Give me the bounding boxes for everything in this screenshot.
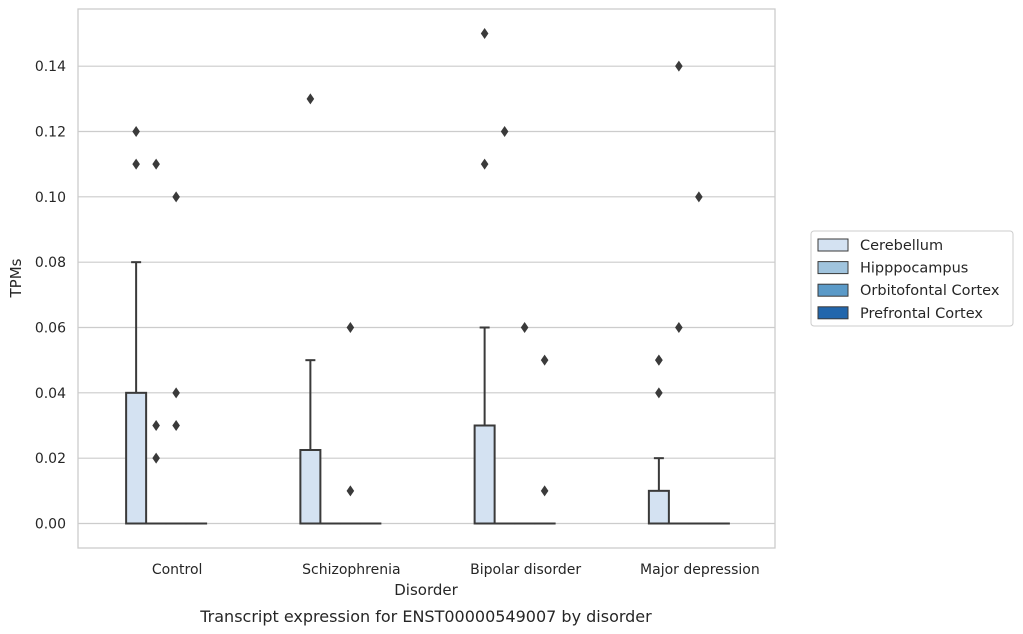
outlier-point xyxy=(675,322,683,333)
legend-swatch xyxy=(817,283,849,297)
outlier-point xyxy=(152,158,160,170)
outlier-point xyxy=(540,354,549,366)
y-tick-label: 0.04 xyxy=(35,386,66,402)
outlier-point xyxy=(172,420,180,431)
box-body xyxy=(473,424,496,525)
y-tick-label: 0.06 xyxy=(35,321,66,337)
x-tick-label: Schizophrenia xyxy=(302,562,400,578)
legend: Cerebellum Hipppocampus Orbitofontal Corte… xyxy=(810,230,1014,327)
outlier-point xyxy=(500,126,509,137)
box-cerebellum xyxy=(647,354,670,525)
legend-frame xyxy=(810,230,1014,327)
y-tick-label: 0.10 xyxy=(35,190,66,206)
y-tick-label: 0.12 xyxy=(35,125,66,141)
box-prefrontal-cortex xyxy=(533,354,556,525)
plot-frame xyxy=(77,8,776,549)
outlier-point xyxy=(346,485,355,497)
y-tick-label: 0.00 xyxy=(35,517,66,533)
legend-swatch xyxy=(817,306,849,320)
outlier-point xyxy=(675,60,683,72)
x-axis-title: Disorder xyxy=(394,581,458,599)
x-tick-label: Bipolar disorder xyxy=(470,562,581,578)
y-tick-label: 0.14 xyxy=(35,59,66,75)
outlier-point xyxy=(655,354,663,366)
x-tick-label: Major depression xyxy=(640,562,760,578)
outlier-point xyxy=(480,158,489,170)
legend-swatch xyxy=(817,238,849,252)
legend-label: Cerebellum xyxy=(860,238,943,254)
outlier-point xyxy=(306,93,315,105)
outlier-point xyxy=(152,420,160,431)
box-orbitofontal-cortex xyxy=(513,322,536,525)
y-axis-title: TPMs xyxy=(7,258,25,298)
box-orbitofontal-cortex xyxy=(165,191,188,525)
outlier-point xyxy=(520,322,529,333)
box-body xyxy=(125,391,148,525)
box-hipppocampus xyxy=(145,158,168,525)
box-body xyxy=(299,449,322,525)
box-hipppocampus xyxy=(667,60,690,525)
outlier-point xyxy=(172,387,180,399)
legend-label: Prefrontal Cortex xyxy=(860,306,983,322)
box-hipppocampus xyxy=(493,126,516,525)
box-orbitofontal-cortex xyxy=(687,191,710,525)
chart-caption: Transcript expression for ENST0000054900… xyxy=(199,607,652,626)
y-tick-label: 0.08 xyxy=(35,255,66,271)
box-body xyxy=(647,489,670,525)
outlier-point xyxy=(695,191,703,203)
legend-label: Hipppocampus xyxy=(860,261,968,277)
box-cerebellum xyxy=(299,93,322,525)
y-tick-label: 0.02 xyxy=(35,451,66,467)
box-cerebellum xyxy=(125,126,148,525)
outlier-point xyxy=(132,126,140,137)
legend-swatch xyxy=(817,261,849,275)
legend-label: Orbitofontal Cortex xyxy=(860,283,1000,299)
x-axis-ticks: Control Schizophrenia Bipolar disorder Majo… xyxy=(152,562,760,578)
outlier-point xyxy=(655,387,663,399)
box-plot-area xyxy=(125,28,730,525)
grid-lines xyxy=(78,65,775,525)
outlier-point xyxy=(480,28,489,39)
outlier-point xyxy=(152,452,160,464)
box-cerebellum xyxy=(473,28,496,525)
outlier-point xyxy=(346,322,355,333)
y-axis-ticks: 0.00 0.02 0.04 0.06 0.08 0.10 0.12 0.14 xyxy=(35,59,66,532)
outlier-point xyxy=(132,158,140,170)
outlier-point xyxy=(540,485,549,497)
box-orbitofontal-cortex xyxy=(339,322,362,525)
x-tick-label: Control xyxy=(152,562,203,578)
outlier-point xyxy=(172,191,180,203)
